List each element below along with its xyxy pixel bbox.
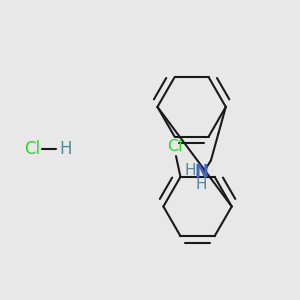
Text: Cl: Cl <box>167 139 182 154</box>
Text: H: H <box>59 140 72 158</box>
Text: H: H <box>184 163 196 178</box>
Text: N: N <box>194 163 208 181</box>
Text: Cl: Cl <box>24 140 40 158</box>
Text: H: H <box>195 177 207 192</box>
